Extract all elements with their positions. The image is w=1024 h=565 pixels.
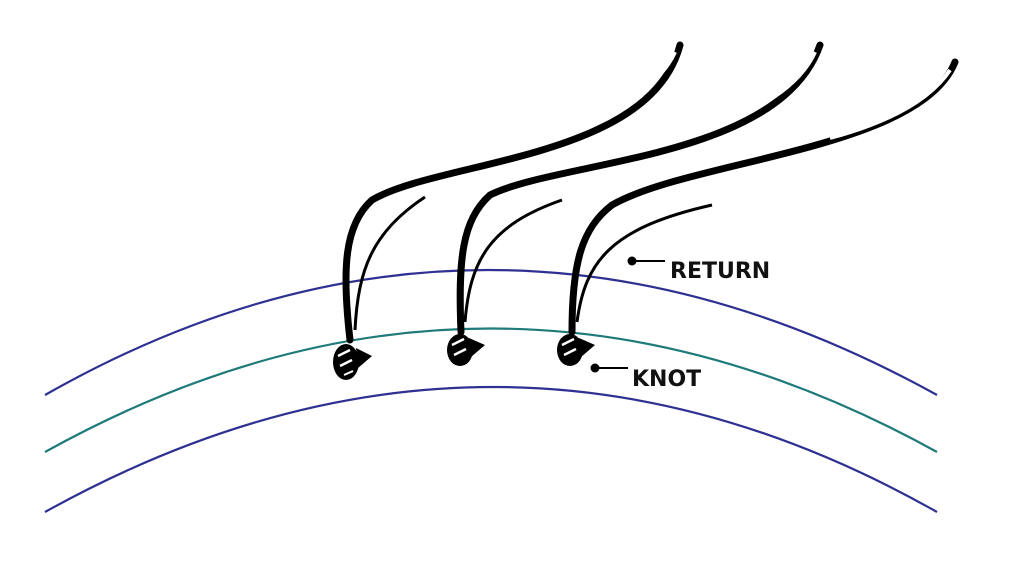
middle-layer-curve	[44, 327, 938, 453]
hair-strand-1	[333, 41, 684, 380]
return-callout: RETURN	[627, 256, 770, 284]
knot-label: KNOT	[632, 367, 701, 392]
knot-icon	[333, 344, 372, 380]
outer-layer-curve	[44, 268, 938, 396]
knot-icon	[447, 334, 485, 366]
knot-callout: KNOT	[590, 363, 701, 392]
inner-layer-curve	[44, 385, 938, 513]
hair-strand-3	[557, 58, 959, 366]
return-label: RETURN	[670, 259, 770, 284]
knot-icon	[557, 334, 595, 366]
hair-strand-2	[447, 41, 824, 366]
